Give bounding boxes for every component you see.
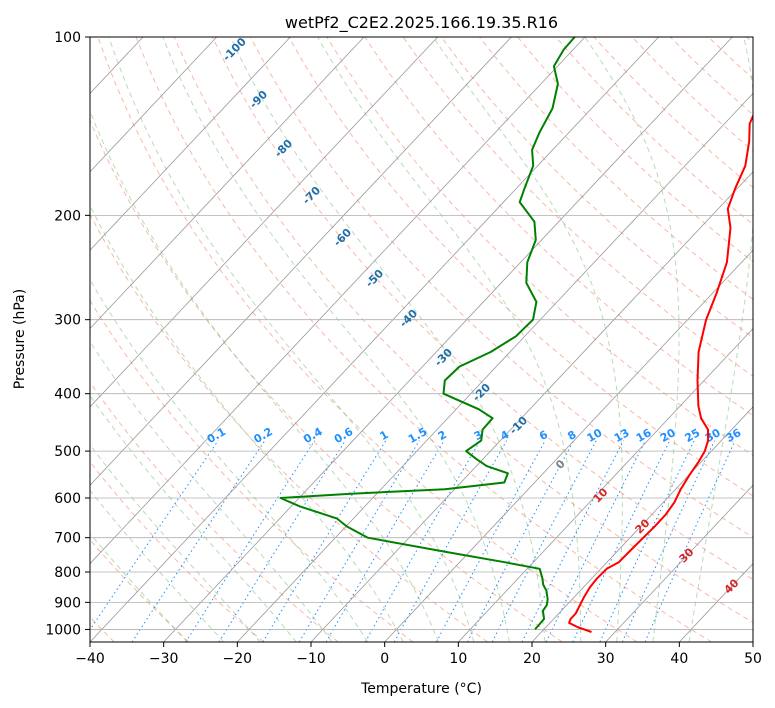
isotherm-line [90,37,365,330]
plot-area: -100-90-80-70-60-50-40-30-20-100 1020304… [0,37,753,642]
x-axis-title: Temperature (°C) [360,681,482,697]
skewed-isotherms [0,37,753,642]
isotherm-line [384,249,753,642]
mixing-ratio-line [262,440,387,642]
moist-adiabat-line [90,340,333,642]
moist-adiabat-line [432,37,623,642]
isotherm-line [90,37,659,642]
isotherm-line [0,37,69,642]
isotherm-line [90,37,512,486]
moist-adiabat-line [229,37,546,642]
plot-frame [89,36,754,643]
x-tick-label: 0 [380,651,389,667]
y-tick-label: 200 [54,208,81,224]
x-tick-label: −40 [75,651,105,667]
isotherm-line [90,37,291,251]
dewpoint-profile-line [279,37,576,631]
y-tick-label: 300 [54,313,81,329]
mixing-ratio-line [545,440,646,642]
mixing-ratio-line [435,440,546,642]
y-tick-label: 500 [54,444,81,460]
mixing-ratio-line [521,440,624,642]
dry-adiabat-line [90,213,488,642]
isotherm-line [237,92,753,642]
plot-background [90,37,753,642]
y-tick-label: 800 [54,565,81,581]
x-axis-ticks: −40 −30 −20 −10 0 10 20 30 40 50 [75,642,762,667]
isotherm-line [605,484,753,642]
dry-adiabat-line [90,381,339,642]
dry-adiabat-line [479,37,753,300]
isotherm-line [90,37,586,565]
mixing-ratio-line [298,440,420,642]
mixing-ratio-line [572,440,671,642]
y-tick-label: 400 [54,387,81,403]
dry-adiabat-line [173,37,753,624]
sounding-profiles [279,37,753,633]
isotherm-line [458,327,753,642]
moist-adiabat-line [90,109,439,642]
isotherm-line [163,37,733,642]
y-tick-label: 900 [54,595,81,611]
dry-adiabat-line [90,461,264,642]
x-tick-label: 10 [449,651,467,667]
y-tick-label: 600 [54,491,81,507]
dry-adiabat-line [211,37,753,581]
x-tick-label: −30 [149,651,179,667]
y-axis-title: Pressure (hPa) [12,289,28,389]
mixing-ratio-line [131,440,266,642]
moist-adiabat-line [688,37,753,642]
chart-title: wetPf2_C2E2.2025.166.19.35.R16 [285,13,558,33]
y-tick-label: 1000 [45,622,81,638]
y-axis-ticks: 100 200 300 400 500 600 700 800 900 1000 [45,30,90,638]
isotherm-line [310,171,753,642]
moist-adiabat-line [317,37,582,642]
y-tick-label: 100 [54,30,81,46]
mixing-ratio-line [364,440,481,642]
dry-adiabat-line [364,37,753,417]
moist-adiabat-line [90,278,369,642]
mixing-ratio-line [467,440,575,642]
x-tick-label: −10 [296,651,326,667]
dry-adiabat-line [90,119,563,642]
mixing-ratio-line [325,440,445,642]
mixing-ratio-line [491,440,597,642]
isotherm-line [90,37,217,173]
x-tick-label: 40 [670,651,688,667]
x-tick-label: −20 [223,651,253,667]
isotherm-line [752,641,753,642]
temperature-profile-line [568,113,753,633]
moist-adiabat-line [108,37,475,642]
isotherm-line [90,37,438,408]
x-tick-label: 50 [744,651,762,667]
dry-adiabat-line [97,37,638,642]
isobar-gridlines [90,37,753,630]
isotherm-line [531,406,753,642]
x-tick-label: 20 [523,651,541,667]
moist-adiabat-line [90,204,404,642]
mixing-ratio-lines [90,440,736,642]
mixing-ratio-line [218,440,346,642]
moist-adiabat-line [584,37,680,642]
dry-adiabat-line [135,37,712,642]
y-tick-label: 700 [54,531,81,547]
x-tick-label: 30 [597,651,615,667]
